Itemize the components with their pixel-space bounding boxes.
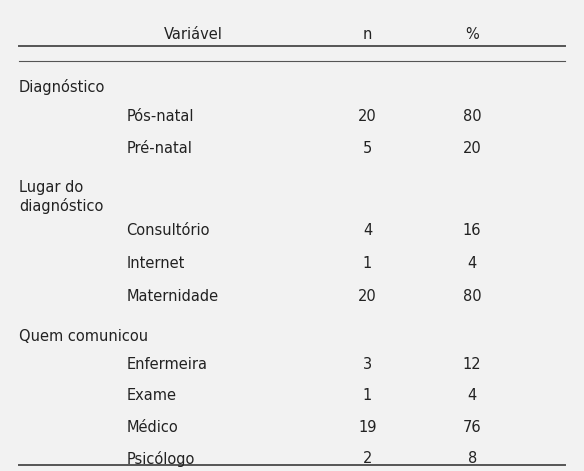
Text: Exame: Exame (126, 388, 176, 403)
Text: Médico: Médico (126, 420, 178, 435)
Text: 4: 4 (363, 223, 372, 238)
Text: 12: 12 (463, 357, 481, 372)
Text: 20: 20 (358, 109, 377, 123)
Text: Quem comunicou: Quem comunicou (19, 329, 148, 344)
Text: 1: 1 (363, 256, 372, 271)
Text: 5: 5 (363, 141, 372, 156)
Text: Pós-natal: Pós-natal (126, 109, 194, 123)
Text: 1: 1 (363, 388, 372, 403)
Text: Pré-natal: Pré-natal (126, 141, 192, 156)
Text: 16: 16 (463, 223, 481, 238)
Text: Lugar do
diagnóstico: Lugar do diagnóstico (19, 180, 103, 214)
Text: Internet: Internet (126, 256, 185, 271)
Text: Diagnóstico: Diagnóstico (19, 79, 105, 95)
Text: 20: 20 (358, 289, 377, 304)
Text: 4: 4 (468, 256, 477, 271)
Text: 20: 20 (463, 141, 482, 156)
Text: Consultório: Consultório (126, 223, 210, 238)
Text: 19: 19 (359, 420, 377, 435)
Text: 8: 8 (468, 451, 477, 466)
Text: %: % (465, 27, 479, 41)
Text: 4: 4 (468, 388, 477, 403)
Text: 76: 76 (463, 420, 481, 435)
Text: Psicólogo: Psicólogo (126, 451, 194, 467)
Text: 80: 80 (463, 289, 481, 304)
Text: 3: 3 (363, 357, 372, 372)
Text: Variável: Variável (164, 27, 223, 41)
Text: Maternidade: Maternidade (126, 289, 218, 304)
Text: n: n (363, 27, 372, 41)
Text: Enfermeira: Enfermeira (126, 357, 207, 372)
Text: 2: 2 (363, 451, 372, 466)
Text: 80: 80 (463, 109, 481, 123)
